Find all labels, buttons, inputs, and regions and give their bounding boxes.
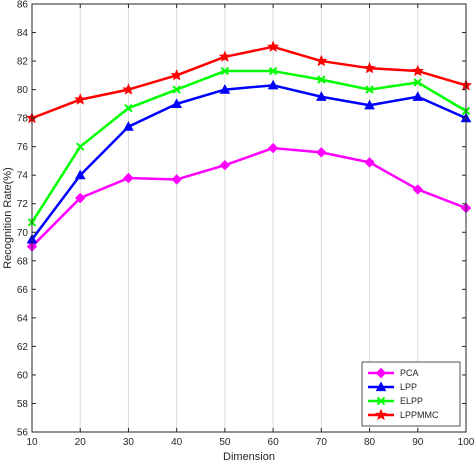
data-point-lppmmc xyxy=(267,40,280,52)
series-line-elpp xyxy=(30,69,467,223)
y-tick-label: 80 xyxy=(17,85,29,96)
legend-marker-elpp xyxy=(376,396,386,406)
data-point-pca xyxy=(75,192,86,204)
data-point-pca xyxy=(412,184,423,195)
series-line-lppmmc xyxy=(31,45,467,120)
x-tick-label: 30 xyxy=(123,437,135,448)
y-tick-label: 70 xyxy=(17,228,29,239)
y-tick-label: 64 xyxy=(17,313,29,324)
data-point-lpp xyxy=(412,91,424,101)
y-axis-label: Recognition Rate(%) xyxy=(2,167,14,269)
data-point-lpp xyxy=(364,99,375,110)
data-point-lppmmc xyxy=(170,68,183,81)
data-point-pca xyxy=(123,172,134,184)
legend-label: ELPP xyxy=(400,396,423,406)
data-point-lppmmc xyxy=(218,50,231,62)
y-tick-label: 58 xyxy=(17,399,29,410)
x-tick-label: 100 xyxy=(458,437,474,448)
x-axis-label: Dimension xyxy=(223,451,275,463)
x-tick-label: 90 xyxy=(412,437,424,448)
data-point-elpp xyxy=(268,66,278,76)
legend-marker-lpp xyxy=(375,381,387,392)
data-point-lpp xyxy=(171,98,183,108)
data-point-elpp xyxy=(76,142,85,151)
data-point-elpp xyxy=(124,103,133,113)
y-tick-label: 68 xyxy=(17,256,29,267)
data-point-lppmmc xyxy=(74,93,87,105)
data-point-lpp xyxy=(74,169,86,180)
legend-label: PCA xyxy=(400,368,419,378)
x-tick-label: 20 xyxy=(75,437,87,448)
series-line-lpp xyxy=(31,84,467,241)
legend-item-lpp: LPP xyxy=(368,381,417,392)
data-point-pca xyxy=(219,160,231,171)
data-point-lppmmc xyxy=(363,61,376,74)
data-point-elpp xyxy=(317,75,326,84)
x-tick-label: 40 xyxy=(171,437,183,448)
data-point-lpp xyxy=(315,91,327,101)
y-tick-label: 86 xyxy=(17,0,29,11)
plot-frame xyxy=(31,3,467,433)
y-tick-label: 78 xyxy=(17,114,29,125)
data-point-elpp xyxy=(365,85,374,94)
data-point-lpp xyxy=(219,84,231,94)
data-point-pca xyxy=(364,157,375,168)
y-tick-label: 72 xyxy=(17,199,29,210)
data-point-pca xyxy=(171,174,182,185)
data-point-pca xyxy=(267,142,279,154)
data-point-elpp xyxy=(220,66,230,76)
data-point-lpp xyxy=(123,121,134,131)
x-tick-label: 60 xyxy=(268,437,280,448)
data-point-lpp xyxy=(267,79,279,90)
legend-item-lppmmc: LPPMMC xyxy=(368,408,439,421)
y-tick-label: 60 xyxy=(17,370,29,381)
legend-item-pca: PCA xyxy=(368,367,419,379)
legend-item-elpp: ELPP xyxy=(368,396,423,406)
series-line-pca xyxy=(31,146,467,248)
x-tick-label: 10 xyxy=(26,437,38,448)
x-tick-label: 50 xyxy=(219,437,231,448)
data-point-elpp xyxy=(413,78,422,87)
y-tick-label: 62 xyxy=(17,342,29,353)
legend-label: LPP xyxy=(400,382,417,392)
data-point-elpp xyxy=(172,85,181,94)
data-point-pca xyxy=(316,147,327,158)
x-tick-label: 80 xyxy=(364,437,376,448)
legend-marker-pca xyxy=(375,367,387,379)
y-tick-label: 74 xyxy=(17,171,29,182)
data-point-lppmmc xyxy=(122,83,135,95)
y-tick-label: 84 xyxy=(17,28,29,39)
y-tick-label: 56 xyxy=(17,428,29,439)
data-point-lppmmc xyxy=(411,64,424,77)
legend: PCA LPP ELPP LPPMMC xyxy=(361,361,461,427)
series-lpp xyxy=(26,79,472,244)
legend-label: LPPMMC xyxy=(400,410,439,420)
x-tick-label: 70 xyxy=(316,437,328,448)
y-tick-label: 66 xyxy=(17,285,29,296)
data-point-lppmmc xyxy=(315,54,328,67)
y-tick-label: 76 xyxy=(17,142,29,153)
series-pca xyxy=(26,142,472,252)
legend-marker-lppmmc xyxy=(374,408,388,421)
y-tick-label: 82 xyxy=(17,57,29,68)
